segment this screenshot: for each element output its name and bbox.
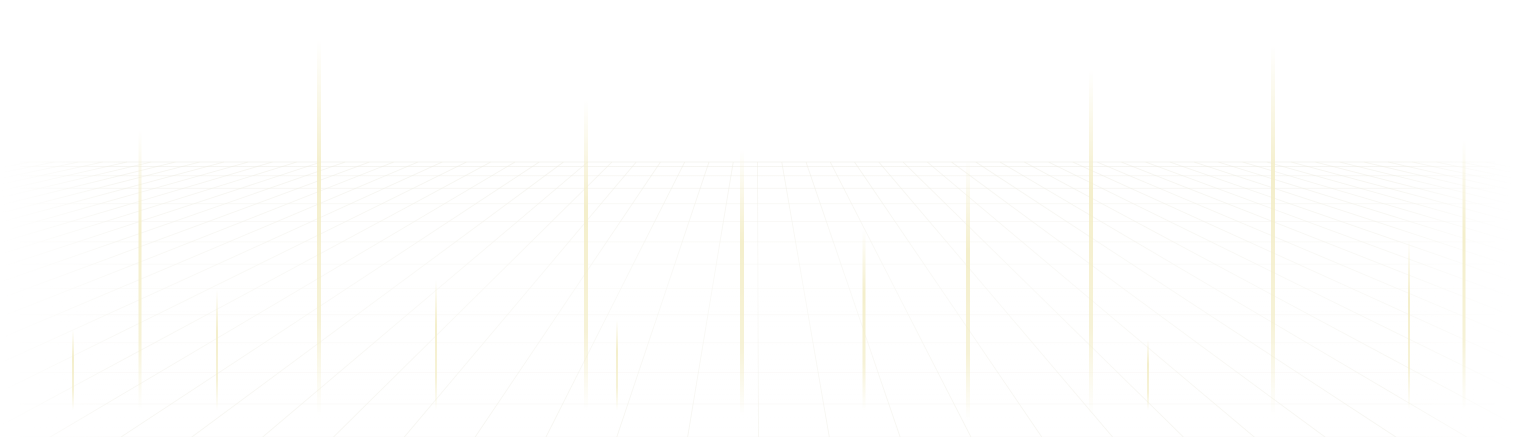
light-beam [138,130,142,410]
light-beam [584,100,588,410]
light-beam [317,40,321,415]
grid-lines [0,161,1515,437]
light-beam [72,330,74,410]
light-beam [1408,240,1410,410]
light-beam [435,280,437,410]
light-beam [1462,140,1466,410]
light-beam [616,320,618,410]
light-beam [1147,340,1149,410]
light-beam [1089,70,1093,415]
light-beam [216,290,218,410]
light-beam [740,150,744,415]
grid-fade-overlay [0,162,1515,437]
light-beam [862,230,866,410]
light-beam [966,160,970,420]
light-beams [72,40,1466,420]
light-beam [1271,45,1275,415]
